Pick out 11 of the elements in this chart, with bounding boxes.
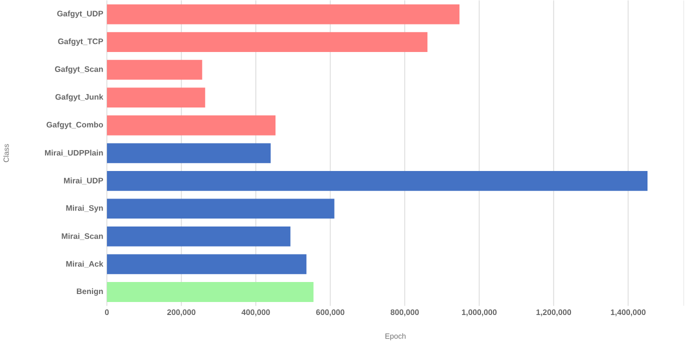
bar (106, 32, 428, 52)
bar (106, 88, 206, 108)
bar (106, 60, 202, 80)
bar (106, 226, 290, 247)
bar (106, 198, 334, 219)
bar (106, 171, 648, 192)
bar (106, 116, 276, 136)
bar (106, 282, 314, 302)
bar (106, 4, 460, 24)
bar (106, 143, 271, 164)
bar (106, 254, 306, 274)
